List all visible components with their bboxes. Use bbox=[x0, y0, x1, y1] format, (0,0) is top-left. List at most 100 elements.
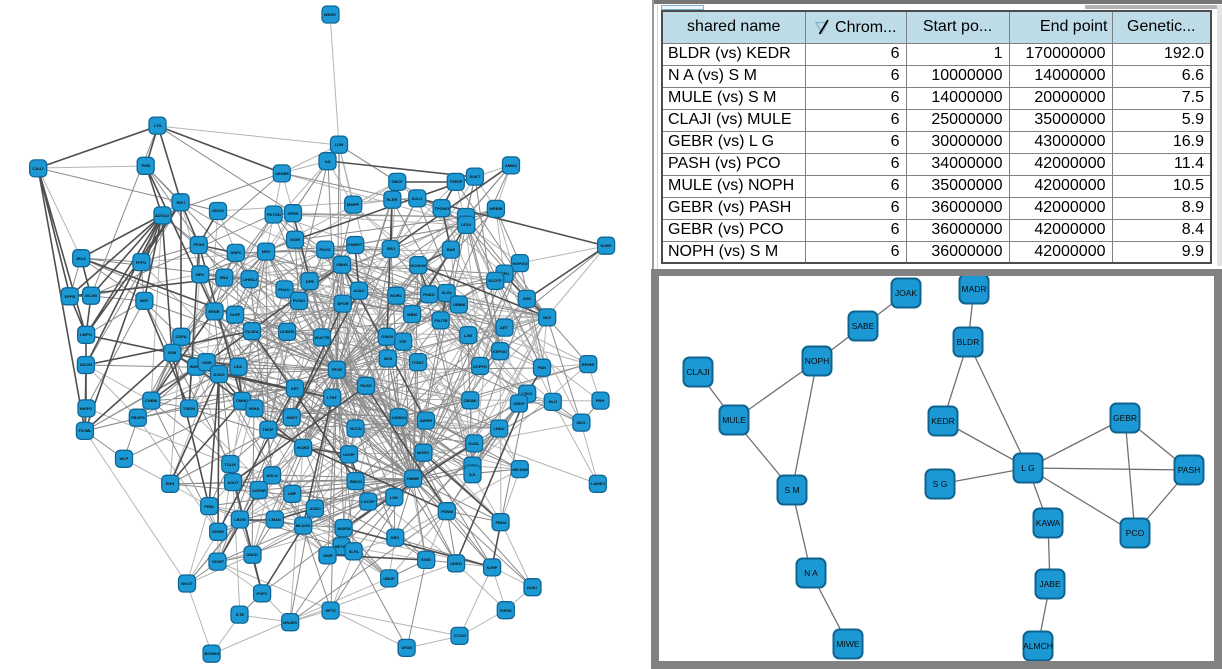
svg-text:MIWE: MIWE bbox=[836, 639, 859, 649]
svg-text:ITGDT: ITGDT bbox=[412, 360, 425, 365]
svg-text:WORL: WORL bbox=[390, 293, 403, 298]
svg-text:MULE: MULE bbox=[722, 415, 746, 425]
svg-text:NFK: NFK bbox=[196, 272, 204, 277]
svg-text:GBCF: GBCF bbox=[391, 179, 403, 184]
svg-text:EPFB: EPFB bbox=[65, 294, 76, 299]
svg-text:UKNRE: UKNRE bbox=[275, 171, 290, 176]
svg-text:NPD: NPD bbox=[262, 249, 271, 254]
svg-text:SGN: SGN bbox=[168, 350, 177, 355]
svg-text:GEGO: GEGO bbox=[212, 208, 224, 213]
svg-text:NIDEW: NIDEW bbox=[337, 526, 351, 531]
svg-text:UCPPD: UCPPD bbox=[473, 364, 487, 369]
svg-text:KEPSO: KEPSO bbox=[493, 349, 507, 354]
svg-text:DJUO: DJUO bbox=[213, 372, 224, 377]
svg-text:FBUFG: FBUFG bbox=[131, 415, 145, 420]
svg-text:LEJU: LEJU bbox=[461, 222, 471, 227]
svg-text:SLRL: SLRL bbox=[349, 549, 360, 554]
svg-text:PAN: PAN bbox=[538, 365, 546, 370]
svg-text:L G: L G bbox=[1021, 463, 1034, 473]
svg-text:SUKT: SUKT bbox=[470, 174, 481, 179]
svg-text:GBHS: GBHS bbox=[336, 262, 348, 267]
svg-text:PGFC: PGFC bbox=[256, 591, 267, 596]
svg-text:MADR: MADR bbox=[961, 284, 986, 294]
svg-text:TMGF: TMGF bbox=[262, 427, 274, 432]
svg-text:IDWW: IDWW bbox=[212, 529, 224, 534]
svg-text:GSKN: GSKN bbox=[381, 334, 393, 339]
svg-text:CAUJ: CAUJ bbox=[33, 166, 44, 171]
svg-text:ONCD: ONCD bbox=[246, 552, 258, 557]
svg-text:CTCIG: CTCIG bbox=[454, 633, 466, 638]
svg-text:FPJE: FPJE bbox=[332, 367, 342, 372]
svg-text:UDCEI: UDCEI bbox=[80, 362, 92, 367]
svg-text:NWR: NWR bbox=[323, 553, 333, 558]
svg-text:GCJW: GCJW bbox=[85, 293, 97, 298]
svg-text:RWCN: RWCN bbox=[350, 479, 362, 484]
svg-text:UAFNR: UAFNR bbox=[252, 488, 266, 493]
svg-text:FNJTB: FNJTB bbox=[435, 318, 448, 323]
svg-text:KUDL: KUDL bbox=[468, 441, 480, 446]
svg-text:WBM: WBM bbox=[407, 312, 418, 317]
svg-text:NOPH: NOPH bbox=[805, 356, 830, 366]
svg-text:LMAN: LMAN bbox=[269, 517, 281, 522]
svg-text:FBNU: FBNU bbox=[495, 520, 506, 525]
svg-text:MNJES: MNJES bbox=[283, 620, 297, 625]
svg-text:GEBR: GEBR bbox=[1113, 413, 1137, 423]
svg-text:PAGD: PAGD bbox=[360, 383, 371, 388]
svg-text:HKIFO: HKIFO bbox=[80, 406, 92, 411]
svg-text:JABE: JABE bbox=[1039, 579, 1061, 589]
svg-text:TFFU: TFFU bbox=[499, 271, 509, 276]
svg-text:BRJ: BRJ bbox=[387, 246, 395, 251]
svg-text:CLAJI: CLAJI bbox=[686, 367, 709, 377]
svg-text:HLIJ: HLIJ bbox=[549, 399, 558, 404]
svg-text:PCO: PCO bbox=[1126, 528, 1145, 538]
svg-text:KUIU: KUIU bbox=[527, 585, 537, 590]
svg-text:AJAO: AJAO bbox=[353, 288, 364, 293]
svg-text:MREIB: MREIB bbox=[490, 206, 503, 211]
svg-text:UUSEB: UUSEB bbox=[280, 329, 294, 334]
svg-text:PNAU: PNAU bbox=[278, 287, 289, 292]
svg-text:BAE: BAE bbox=[447, 247, 456, 252]
svg-text:TOLM: TOLM bbox=[224, 462, 236, 467]
svg-text:OEDP: OEDP bbox=[513, 401, 525, 406]
svg-text:WUCTR: WUCTR bbox=[315, 335, 330, 340]
svg-text:BLDR: BLDR bbox=[957, 337, 980, 347]
svg-text:OLEF: OLEF bbox=[230, 312, 241, 317]
svg-text:LGK: LGK bbox=[390, 495, 399, 500]
svg-text:RIFJ: RIFJ bbox=[177, 200, 186, 205]
svg-text:TSION: TSION bbox=[183, 406, 195, 411]
svg-text:CHBM: CHBM bbox=[145, 398, 158, 403]
svg-text:INHRN: INHRN bbox=[190, 364, 203, 369]
svg-text:UDO: UDO bbox=[577, 420, 586, 425]
svg-text:LOCSP: LOCSP bbox=[361, 499, 375, 504]
svg-text:S G: S G bbox=[933, 479, 948, 489]
svg-text:NJHH: NJHH bbox=[601, 243, 612, 248]
svg-text:SABE: SABE bbox=[852, 321, 875, 331]
svg-text:USMUU: USMUU bbox=[392, 415, 407, 420]
svg-text:KEDR: KEDR bbox=[931, 416, 955, 426]
svg-text:LDM: LDM bbox=[335, 142, 344, 147]
svg-text:MWPP: MWPP bbox=[347, 202, 360, 207]
svg-text:KET: KET bbox=[291, 386, 300, 391]
svg-text:UHRAJ: UHRAJ bbox=[243, 277, 257, 282]
svg-text:LMP: LMP bbox=[288, 491, 297, 496]
svg-text:PASH: PASH bbox=[1178, 465, 1201, 475]
svg-text:ALMCH: ALMCH bbox=[1023, 641, 1053, 651]
svg-text:NJLO: NJLO bbox=[412, 196, 423, 201]
svg-text:ODWT: ODWT bbox=[212, 559, 225, 564]
svg-text:UGGP: UGGP bbox=[343, 452, 355, 457]
svg-text:NJHP: NJHP bbox=[487, 565, 498, 570]
svg-text:AMWJ: AMWJ bbox=[505, 163, 517, 168]
svg-text:SLGL: SLGL bbox=[442, 290, 453, 295]
svg-text:FPFU: FPFU bbox=[136, 260, 147, 265]
svg-text:GFRS: GFRS bbox=[287, 211, 298, 216]
svg-text:N A: N A bbox=[804, 568, 818, 578]
svg-text:ITIF: ITIF bbox=[399, 339, 407, 344]
svg-text:CNWET: CNWET bbox=[348, 242, 363, 247]
svg-text:GGIR: GGIR bbox=[290, 237, 300, 242]
svg-text:PUSIG: PUSIG bbox=[293, 298, 305, 303]
svg-text:AGOT: AGOT bbox=[227, 480, 239, 485]
svg-text:HCWD: HCWD bbox=[297, 445, 310, 450]
svg-text:MOEO: MOEO bbox=[417, 450, 429, 455]
svg-text:LWPO: LWPO bbox=[80, 332, 92, 337]
svg-text:MLUGS: MLUGS bbox=[296, 523, 311, 528]
